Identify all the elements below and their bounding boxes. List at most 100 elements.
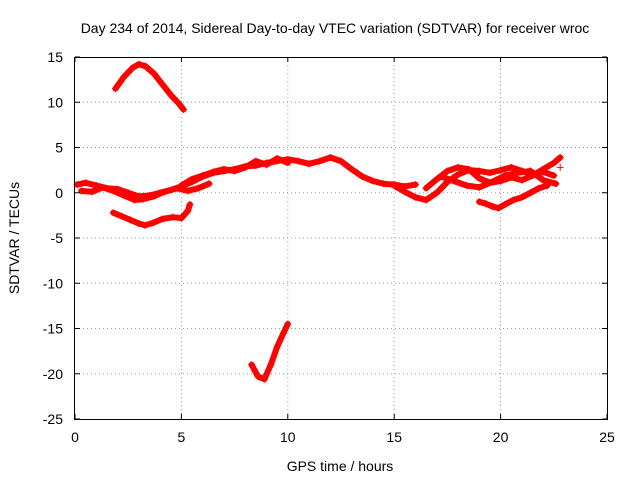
series-line <box>248 321 291 383</box>
data-point <box>369 177 377 185</box>
x-tick-label: 25 <box>599 429 615 445</box>
data-point <box>248 361 256 369</box>
data-point <box>539 165 547 173</box>
data-point <box>475 183 483 191</box>
data-point <box>411 193 419 201</box>
x-axis-label: GPS time / hours <box>287 458 394 474</box>
series-line <box>78 180 213 203</box>
data-point <box>454 171 462 179</box>
data-point <box>463 182 471 190</box>
chart-title: Day 234 of 2014, Sidereal Day-to-day VTE… <box>81 20 590 36</box>
series-line <box>476 182 551 212</box>
data-point <box>82 179 90 187</box>
y-tick-label: -25 <box>43 411 63 427</box>
data-point <box>475 174 483 182</box>
data-point <box>241 163 249 171</box>
data-point <box>99 183 107 191</box>
data-point <box>501 172 509 180</box>
data-point <box>556 163 564 171</box>
data-point <box>131 196 139 204</box>
data-point <box>111 85 119 93</box>
axis-ticks: 0 5 10 15 20 25 15 10 5 0 -5 -10 -15 -20 -25 <box>43 49 615 445</box>
data-point <box>126 216 134 224</box>
data-point <box>543 182 551 190</box>
data-point <box>158 215 166 223</box>
data-point <box>348 165 356 173</box>
data-point <box>209 168 217 176</box>
data-point <box>88 188 96 196</box>
data-point <box>177 182 185 190</box>
data-point <box>433 175 441 183</box>
data-point <box>118 212 126 220</box>
data-point <box>120 191 128 199</box>
y-tick-label: 0 <box>55 185 63 201</box>
y-tick-label: 15 <box>47 49 63 65</box>
data-point <box>401 188 409 196</box>
data-point <box>518 176 526 184</box>
data-point <box>475 198 483 206</box>
series-line <box>438 168 559 191</box>
data-point <box>141 221 149 229</box>
y-tick-label: -20 <box>43 366 63 382</box>
data-point <box>260 375 268 383</box>
y-axis-label: SDTVAR / TECUs <box>6 182 22 294</box>
data-point <box>280 329 288 337</box>
data-point <box>507 163 515 171</box>
data-point <box>184 187 192 195</box>
y-tick-label: -10 <box>43 275 63 291</box>
data-point <box>158 80 166 88</box>
data-point <box>305 160 313 168</box>
data-point <box>205 180 213 188</box>
data-point <box>284 320 292 328</box>
data-point <box>139 195 147 203</box>
series-line <box>112 61 187 113</box>
series-arc-deep-low <box>248 320 292 383</box>
data-point <box>497 166 505 174</box>
data-point <box>150 219 158 227</box>
data-point <box>128 64 136 72</box>
data-point <box>135 60 143 68</box>
x-tick-label: 15 <box>386 429 402 445</box>
data-point <box>188 175 196 183</box>
data-point <box>199 172 207 180</box>
data-point <box>135 220 143 228</box>
data-point <box>167 91 175 99</box>
data-point <box>501 201 509 209</box>
data-point <box>411 181 419 189</box>
series-arc-low-dip <box>109 201 194 229</box>
data-point <box>486 169 494 177</box>
data-point <box>220 165 228 173</box>
data-point <box>482 200 490 208</box>
data-point <box>186 201 194 209</box>
data-series <box>73 60 564 383</box>
data-point <box>494 204 502 212</box>
data-point <box>422 184 430 192</box>
data-point <box>273 154 281 162</box>
x-tick-label: 5 <box>178 429 186 445</box>
y-tick-label: 5 <box>55 140 63 156</box>
data-point <box>509 196 517 204</box>
series-arc-high-peak <box>111 60 188 113</box>
data-point <box>454 163 462 171</box>
data-point <box>109 187 117 195</box>
y-tick-label: -15 <box>43 321 63 337</box>
data-point <box>526 167 534 175</box>
data-point <box>231 167 239 175</box>
y-tick-label: 10 <box>47 94 63 110</box>
data-point <box>556 153 564 161</box>
data-point <box>514 169 522 177</box>
data-point <box>443 167 451 175</box>
data-point <box>175 100 183 108</box>
data-point <box>109 209 117 217</box>
data-point <box>390 182 398 190</box>
series-arc-late-dip <box>475 182 551 212</box>
data-point <box>337 157 345 165</box>
series-arc-main-b <box>77 180 213 204</box>
data-point <box>550 172 558 180</box>
data-point <box>539 176 547 184</box>
data-point <box>252 157 260 165</box>
grid <box>75 57 607 419</box>
data-point <box>358 172 366 180</box>
data-point <box>169 213 177 221</box>
